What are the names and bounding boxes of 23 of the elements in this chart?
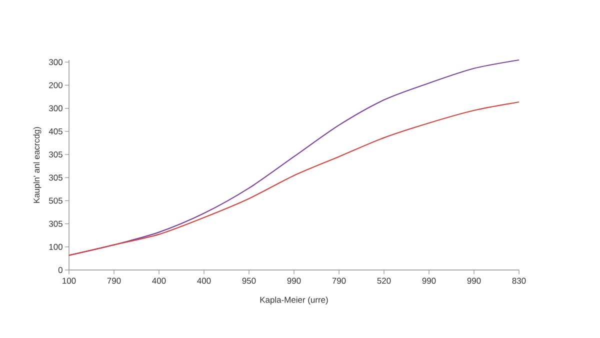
x-tick-label: 790: [332, 278, 346, 284]
text: 305: [49, 152, 62, 158]
x-tick-label: 100: [62, 278, 76, 284]
text: 505: [49, 198, 62, 204]
x-tick-label: 790: [107, 278, 121, 284]
text: 200: [49, 82, 62, 88]
x-tick-label: 400: [152, 278, 166, 284]
text: 405: [48, 128, 62, 134]
x-tick-label: 990: [287, 278, 301, 284]
x-tick-label: 520: [377, 278, 391, 284]
text: 305: [49, 174, 62, 181]
x-tick-label: 400: [197, 278, 211, 284]
text: 0: [58, 267, 62, 273]
x-tick-label: 830: [512, 278, 526, 284]
x-tick-label: 990: [467, 278, 481, 284]
x-axis-title: Kapla-Meier (urre): [260, 296, 328, 304]
text: 100: [49, 244, 62, 250]
text: 300: [49, 105, 62, 112]
x-tick-label: 950: [242, 278, 256, 284]
x-tick-label: 990: [422, 278, 436, 284]
text: 300: [49, 59, 62, 66]
y-axis-title: Kaupln' anl eacrcdg): [33, 127, 42, 203]
text: 305: [49, 220, 62, 227]
